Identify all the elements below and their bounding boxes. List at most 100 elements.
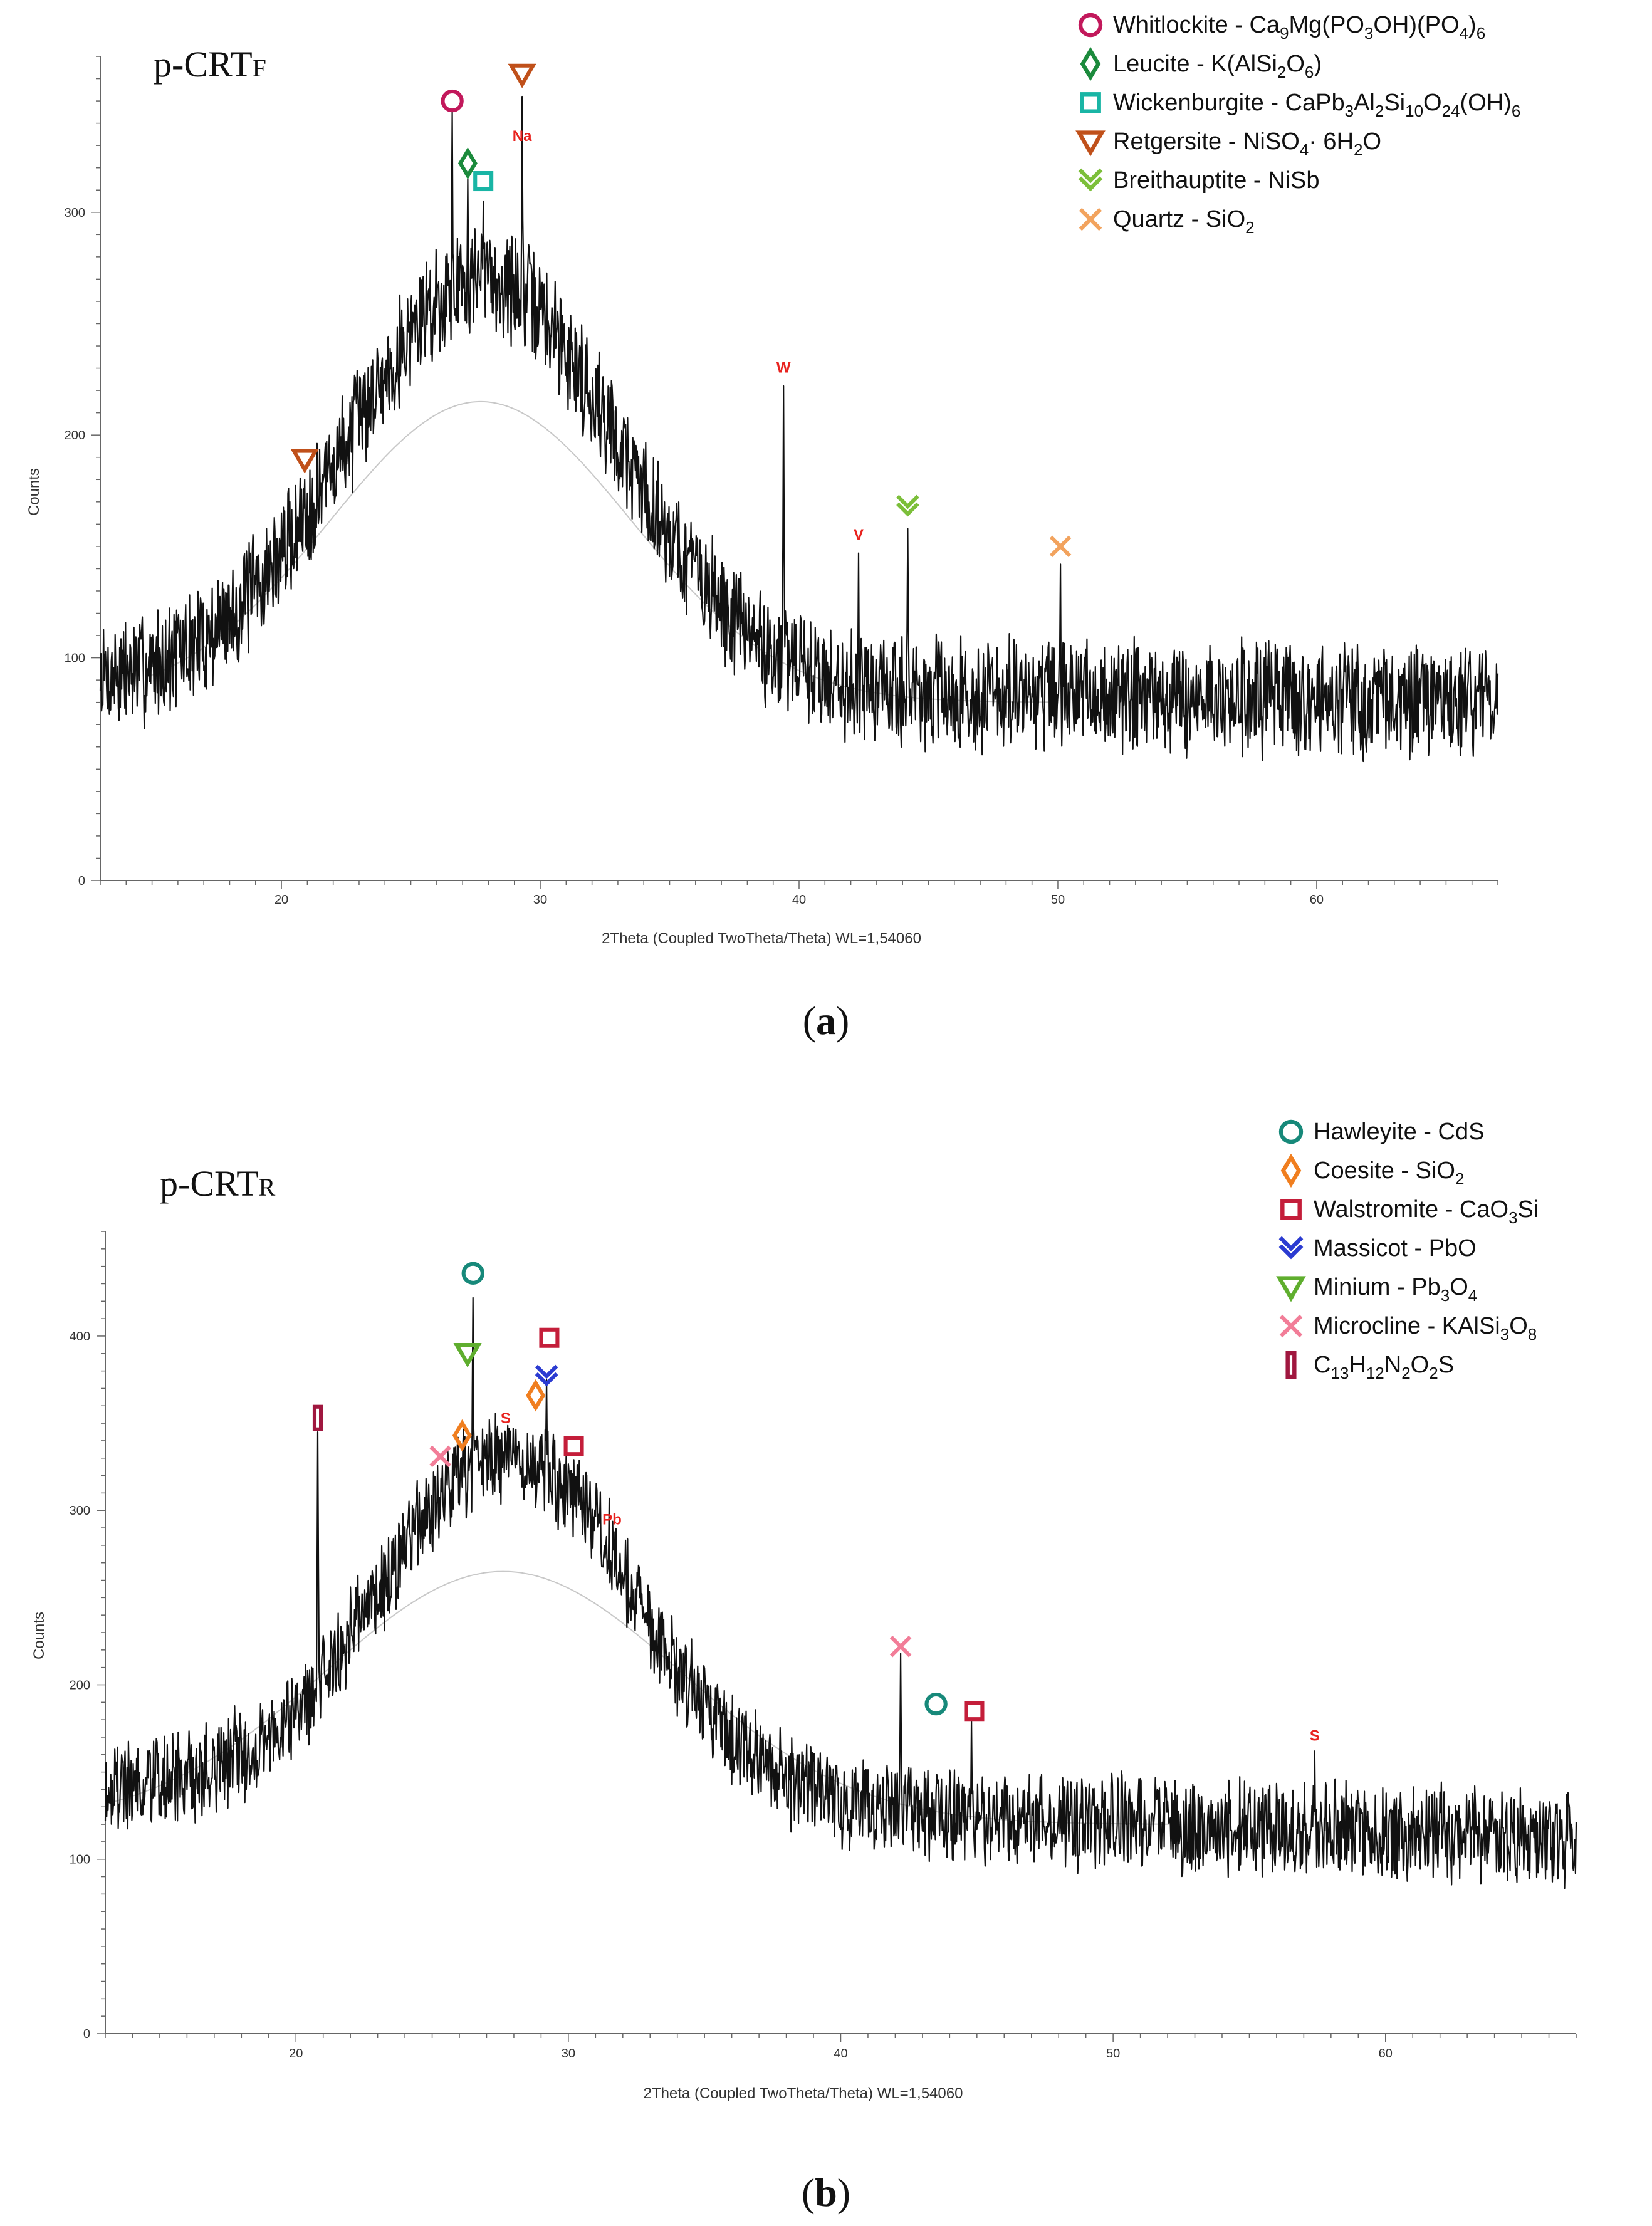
legend-entry-breithauptite: Breithauptite - NiSb (1113, 167, 1320, 194)
legend-formula-subscript: 2 (1375, 102, 1384, 120)
legend-name: Breithauptite - NiSb (1113, 167, 1320, 194)
legend-symbol-microcline-b (1279, 1314, 1303, 1338)
legend-name: Retgersite - NiSO (1113, 128, 1300, 155)
legend-symbol-hawleyite (1278, 1119, 1304, 1144)
legend-symbol-whitlockite (1078, 13, 1103, 38)
legend-formula-text: ) (1468, 12, 1477, 38)
legend-symbol-wickenburgite (1080, 92, 1101, 113)
legend-symbol-massicot-inner (1278, 1244, 1304, 1260)
legend-formula-text: Si (1384, 90, 1405, 116)
panel-label-open: ( (803, 998, 816, 1043)
legend-name: Wickenburgite - CaPb (1113, 90, 1345, 116)
peak-marker-coesite (526, 1379, 546, 1412)
x-tick-label: 60 (1310, 893, 1324, 907)
sample-label-sub: R (259, 1173, 276, 1201)
peak-label: W (776, 360, 791, 377)
legend-formula-text: · 6H (1309, 128, 1354, 155)
legend-symbol-breithauptite-inner (1078, 176, 1103, 192)
legend-formula-text: ) (1314, 51, 1322, 77)
legend-entry-hawleyite: Hawleyite - CdS (1314, 1119, 1484, 1145)
legend-formula-text: O (1509, 1313, 1528, 1339)
legend-formula-subscript: 12 (1366, 1364, 1384, 1382)
x-tick-label: 30 (533, 893, 547, 907)
legend-formula-subscript: 3 (1508, 1208, 1517, 1227)
legend-formula-subscript: 4 (1300, 140, 1309, 159)
peak-label: Pb (602, 1511, 622, 1528)
peak-marker-retgersite (290, 449, 319, 474)
x-tick-label: 60 (1379, 2047, 1393, 2061)
peak-marker-leucite (457, 147, 478, 180)
panel-label-letter: a (816, 998, 836, 1043)
legend-symbol-leucite (1080, 46, 1101, 81)
peak-marker-breithauptite (896, 494, 919, 509)
legend-formula-subscript: 2 (1455, 1169, 1464, 1188)
sample-label-main: p-CRT (160, 1163, 259, 1204)
panel-label: (a) (803, 998, 850, 1043)
legend-formula-subscript: 3 (1500, 1325, 1509, 1344)
legend-formula-subscript: 10 (1405, 102, 1423, 120)
legend-formula-subscript: 6 (1305, 63, 1314, 81)
x-tick-label: 20 (289, 2047, 303, 2061)
legend-formula-subscript: 13 (1330, 1364, 1349, 1382)
legend-name: Microcline - KAlSi (1314, 1313, 1500, 1339)
y-tick-label: 100 (70, 1853, 90, 1867)
legend-entry-c13h12n2o2s: C13H12N2O2S (1314, 1352, 1454, 1382)
legend-formula-text: Al (1354, 90, 1375, 116)
peak-marker-breithauptite-inner (896, 502, 919, 517)
legend-formula-subscript: 4 (1460, 24, 1468, 43)
peak-marker-walstromite (964, 1701, 985, 1722)
legend-formula-text: OH)(PO (1373, 12, 1459, 38)
legend-entry-walstromite: Walstromite - CaO3Si (1314, 1196, 1539, 1227)
legend-entry-quartz: Quartz - SiO2 (1113, 206, 1255, 237)
x-tick-label: 50 (1106, 2047, 1120, 2061)
legend-symbol-breithauptite (1078, 168, 1103, 184)
legend-formula-subscript: 6 (1477, 24, 1485, 43)
x-tick-label: 40 (792, 893, 806, 907)
legend-symbol-retgersite (1075, 130, 1106, 157)
peak-marker-walstromite (539, 1327, 560, 1348)
peak-marker-microcline-b (429, 1445, 451, 1468)
legend-formula-text: O (1450, 1274, 1468, 1300)
peak-marker-wickenburgite (473, 171, 494, 192)
y-tick-label: 200 (70, 1678, 90, 1692)
legend-name: Walstromite - CaO (1314, 1196, 1508, 1223)
legend-formula-text: O (1286, 51, 1305, 77)
peak-marker-walstromite (563, 1436, 584, 1456)
peak-marker-minium (453, 1343, 482, 1368)
legend-formula-text: O (1362, 128, 1381, 155)
legend-name: Hawleyite - CdS (1314, 1119, 1484, 1145)
x-tick-label: 20 (274, 893, 288, 907)
peak-marker-whitlockite (441, 89, 464, 113)
x-axis-title: 2Theta (Coupled TwoTheta/Theta) WL=1,540… (602, 930, 921, 947)
peak-marker-hawleyite (924, 1692, 948, 1716)
peak-label: Na (513, 128, 532, 145)
panel-label-close: ) (837, 2170, 850, 2215)
legend-entry-minium: Minium - Pb3O4 (1314, 1274, 1477, 1305)
legend-name: C (1314, 1352, 1330, 1378)
legend-formula-subscript: 4 (1468, 1286, 1477, 1305)
legend-formula-text: Si (1518, 1196, 1539, 1223)
legend-formula-text: S (1438, 1352, 1454, 1378)
legend-formula-subscript: 3 (1364, 24, 1373, 43)
legend-formula-subscript: 8 (1528, 1325, 1537, 1344)
diffractogram-line (104, 1297, 1577, 1889)
y-tick-label: 300 (65, 206, 85, 220)
peak-marker-quartz-b (1049, 535, 1072, 558)
legend-formula-subscript: 2 (1354, 140, 1362, 159)
y-tick-label: 400 (70, 1330, 90, 1344)
peak-marker-massicot-inner (535, 1372, 558, 1387)
legend-symbol-walstromite (1280, 1199, 1302, 1220)
legend-symbol-massicot (1278, 1236, 1304, 1251)
panel-b: 0 100 200 300 400 20 30 40 50 60 2Theta (Coupled T… (31, 1119, 1577, 2215)
legend-entry-leucite: Leucite - K(AlSi2O6) (1113, 51, 1322, 81)
legend-formula-subscript: 2 (1277, 63, 1286, 81)
legend-entry-massicot: Massicot - PbO (1314, 1235, 1477, 1262)
legend-formula-subscript: 6 (1512, 102, 1520, 120)
legend-formula-text: N (1384, 1352, 1401, 1378)
sample-label-sub: F (253, 54, 266, 82)
legend-formula-subscript: 9 (1280, 24, 1289, 43)
peak-marker-retgersite (508, 63, 536, 88)
legend-formula-subscript: 2 (1245, 218, 1254, 237)
legend-formula-text: O (1423, 90, 1442, 116)
y-tick-label: 300 (70, 1504, 90, 1518)
